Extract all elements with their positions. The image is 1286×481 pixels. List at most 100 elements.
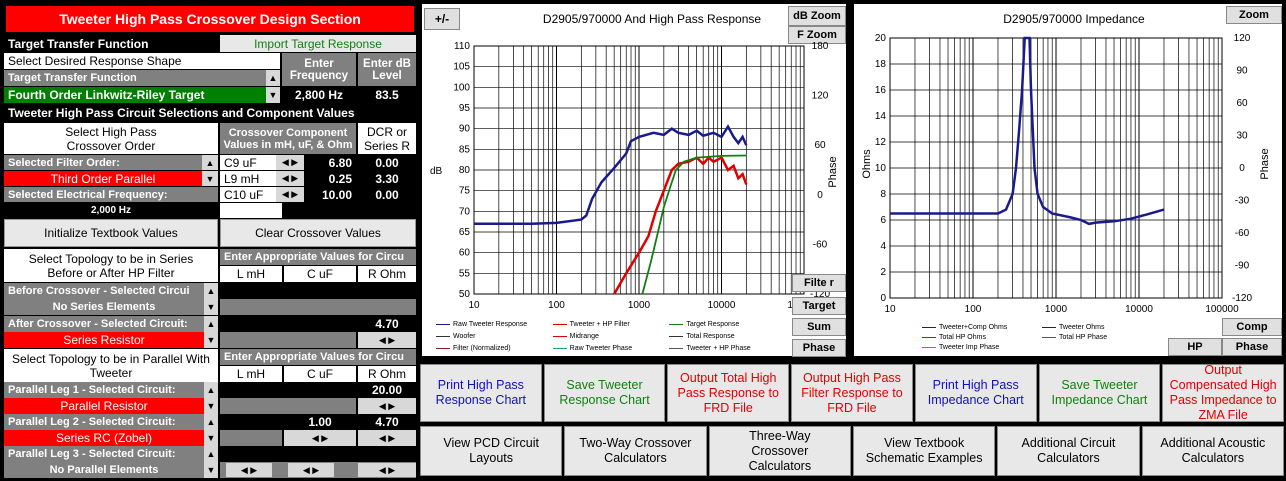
f-zoom-button[interactable]: F Zoom — [788, 26, 846, 44]
component-c10-dcr[interactable]: 0.00 — [358, 187, 416, 202]
import-target-button[interactable]: Import Target Response — [220, 35, 416, 52]
dropdown-icon[interactable]: ▼ — [204, 398, 218, 414]
scroll-up-icon[interactable]: ▲ — [204, 316, 218, 332]
leg1-select[interactable]: Parallel Resistor — [4, 398, 204, 414]
dropdown-icon[interactable]: ▼ — [202, 171, 218, 186]
leg2-select[interactable]: Series RC (Zobel) — [4, 430, 204, 446]
calculator-button-5[interactable]: Additional Acoustic Calculators — [1141, 426, 1284, 476]
legend-swatch — [436, 323, 450, 325]
scroll-up-icon[interactable]: ▲ — [204, 283, 218, 299]
init-textbook-button[interactable]: Initialize Textbook Values — [4, 219, 218, 247]
component-c10-value[interactable]: 10.00 — [304, 187, 356, 202]
spinner-icon[interactable]: ◀ ▶ — [284, 430, 356, 446]
col-r-header: R Ohm — [358, 266, 416, 282]
spinner-icon[interactable]: ◀ ▶ — [226, 463, 272, 477]
spinner-icon[interactable]: ◀ ▶ — [276, 171, 304, 186]
scroll-up-icon[interactable]: ▲ — [204, 382, 218, 398]
legend-swatch — [922, 346, 936, 348]
output-button-1[interactable]: Save Tweeter Response Chart — [543, 364, 666, 422]
calculator-button-2[interactable]: Three-Way Crossover Calculators — [708, 426, 851, 476]
y2-tick-label: 120 — [1234, 33, 1251, 44]
elec-freq-label: Selected Electrical Frequency: — [4, 187, 218, 202]
calculator-button-4[interactable]: Additional Circuit Calculators — [997, 426, 1140, 476]
spinner-icon[interactable]: ◀ ▶ — [288, 463, 334, 477]
dropdown-icon[interactable]: ▼ — [204, 430, 218, 446]
legend-item: Total HP Phase — [1042, 334, 1162, 341]
filter-button[interactable]: Filte r — [792, 274, 846, 292]
y-tick-label: 60 — [459, 248, 471, 259]
output-button-0[interactable]: Print High Pass Response Chart — [420, 364, 542, 422]
before-crossover-select[interactable]: No Series Elements — [4, 299, 204, 315]
y-tick-label: 18 — [875, 59, 887, 70]
parallel-topology-title: Select Topology to be in Parallel With T… — [4, 349, 218, 382]
output-button-6[interactable]: Output Compensated High Pass Impedance t… — [1162, 363, 1284, 422]
legend-swatch — [669, 347, 684, 349]
y2-tick-label: 60 — [814, 140, 826, 151]
response-chart-title: D2905/970000 And High Pass Response — [542, 12, 762, 26]
scroll-up-icon[interactable]: ▲ — [202, 155, 218, 170]
hp-button[interactable]: HP — [1168, 338, 1222, 356]
spinner-icon[interactable]: ◀ ▶ — [276, 187, 304, 202]
output-button-4[interactable]: Print High Pass Impedance Chart — [914, 364, 1037, 422]
target-button[interactable]: Target — [792, 297, 846, 315]
filter-order-select[interactable]: Third Order Parallel — [4, 171, 202, 186]
spinner-icon[interactable]: ◀ ▶ — [358, 398, 416, 414]
calculator-button-1[interactable]: Two-Way Crossover Calculators — [564, 426, 707, 476]
output-button-5[interactable]: Save Tweeter Impedance Chart — [1038, 364, 1161, 422]
output-button-2[interactable]: Output Total High Pass Response to FRD F… — [667, 364, 790, 422]
impedance-series — [890, 36, 1165, 226]
comp-button[interactable]: Comp — [1222, 318, 1282, 336]
x-tick-label: 1000 — [628, 300, 651, 311]
legend-item: Tweeter Imp Phase — [922, 344, 1042, 351]
leg2-r-value[interactable]: 4.70 — [358, 414, 416, 430]
y2-tick-label: 0 — [1239, 163, 1245, 174]
db-zoom-button[interactable]: dB Zoom — [788, 6, 846, 26]
dropdown-icon[interactable]: ▼ — [204, 332, 218, 348]
plusminus-button[interactable]: +/- — [424, 8, 460, 30]
dropdown-icon[interactable]: ▼ — [204, 462, 218, 478]
spinner-icon[interactable]: ◀ ▶ — [276, 155, 304, 170]
select-shape-label: Select Desired Response Shape — [4, 53, 280, 69]
phase-button[interactable]: Phase — [1222, 338, 1282, 356]
col-l-header: L mH — [220, 266, 282, 282]
leg2-c-value[interactable]: 1.00 — [284, 414, 356, 430]
component-c9-value[interactable]: 6.80 — [304, 155, 356, 170]
impedance-chart-title: D2905/970000 Impedance — [1003, 12, 1145, 26]
y-tick-label: 16 — [875, 85, 887, 96]
target-db-level[interactable]: 83.5 — [358, 87, 416, 103]
clear-crossover-button[interactable]: Clear Crossover Values — [220, 219, 416, 247]
leg3-select[interactable]: No Parallel Elements — [4, 462, 204, 478]
spinner-icon[interactable]: ◀ ▶ — [358, 463, 416, 477]
dropdown-icon[interactable]: ▼ — [204, 299, 218, 315]
spinner-icon[interactable]: ◀ ▶ — [358, 332, 416, 348]
phase-button[interactable]: Phase — [792, 339, 846, 357]
scroll-up-icon[interactable]: ▲ — [204, 446, 218, 462]
spinner-icon[interactable]: ◀ ▶ — [358, 430, 416, 446]
scroll-up-icon[interactable]: ▲ — [204, 414, 218, 430]
sum-button[interactable]: Sum — [792, 318, 846, 336]
enter-values-header: Enter Appropriate Values for Circu — [220, 249, 416, 265]
y-tick-label: 14 — [875, 111, 887, 122]
after-crossover-select[interactable]: Series Resistor — [4, 332, 204, 348]
calculator-button-3[interactable]: View Textbook Schematic Examples — [853, 426, 996, 476]
scroll-up-icon[interactable]: ▲ — [266, 70, 280, 86]
y2-tick-label: 60 — [1236, 98, 1248, 109]
zoom-button[interactable]: Zoom — [1226, 6, 1282, 24]
impedance-plot: 201816141210864201209060300-30-60-90-120… — [861, 33, 1271, 315]
x-tick-label: 100000 — [1205, 304, 1239, 315]
target-select[interactable]: Fourth Order Linkwitz-Riley Target — [4, 87, 266, 103]
component-l9-value[interactable]: 0.25 — [304, 171, 356, 186]
target-frequency[interactable]: 2,800 Hz — [282, 87, 356, 103]
legend-item: Raw Tweeter Response — [436, 321, 553, 328]
calculator-button-0[interactable]: View PCD Circuit Layouts — [420, 426, 563, 476]
y-tick-label: 100 — [453, 82, 470, 93]
legend-item: Filter (Normalized) — [436, 345, 553, 352]
after-r-value[interactable]: 4.70 — [358, 316, 416, 332]
enter-frequency-header: Enter Frequency — [282, 53, 356, 86]
dropdown-icon[interactable]: ▼ — [266, 87, 280, 103]
output-button-3[interactable]: Output High Pass Filter Response to FRD … — [791, 364, 913, 422]
leg1-r-value[interactable]: 20.00 — [358, 382, 416, 398]
component-c9-dcr[interactable]: 0.00 — [358, 155, 416, 170]
component-l9-dcr[interactable]: 3.30 — [358, 171, 416, 186]
legend-label: Tweeter + HP Filter — [569, 320, 630, 328]
